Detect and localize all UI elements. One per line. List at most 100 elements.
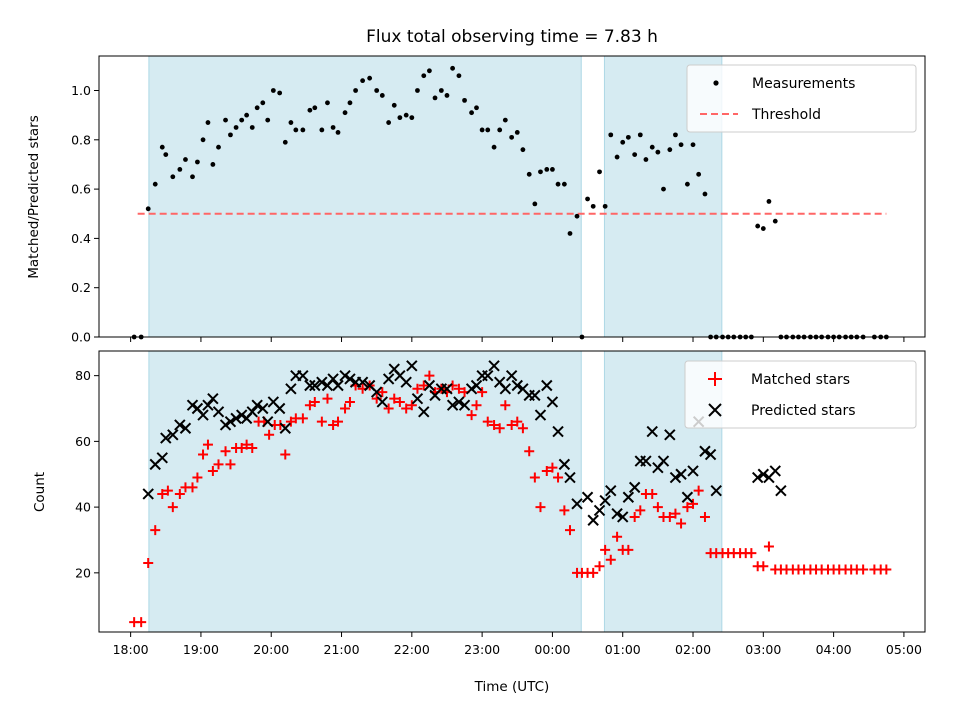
measurement-point xyxy=(200,137,206,143)
y-tick-label: 80 xyxy=(75,368,91,383)
predicted-star-point xyxy=(505,369,518,382)
predicted-star-point xyxy=(235,409,248,421)
y-tick-label: 0.4 xyxy=(71,231,91,246)
measurement-point xyxy=(432,95,438,101)
matched-star-point xyxy=(333,416,344,427)
measurement-point xyxy=(667,147,673,153)
predicted-star-point xyxy=(465,383,478,395)
matched-star-point xyxy=(482,416,493,427)
measurement-point xyxy=(360,78,366,84)
ratio-plot-frame xyxy=(98,55,926,338)
predicted-star-point xyxy=(546,396,559,408)
matched-star-point xyxy=(489,419,500,430)
matched-star-point xyxy=(547,462,558,473)
matched-star-point xyxy=(635,505,646,516)
predicted-star-point xyxy=(376,396,389,408)
x-tick-label: 05:00 xyxy=(886,642,922,657)
ratio-legend: Measurements Threshold xyxy=(686,64,917,133)
measurement-point xyxy=(223,117,228,123)
x-tick-label: 03:00 xyxy=(745,642,781,657)
y-tick-label: 60 xyxy=(75,434,91,449)
predicted-star-point xyxy=(587,514,599,526)
predicted-star-point xyxy=(202,399,214,411)
measurement-point xyxy=(145,206,151,212)
predicted-star-point xyxy=(441,383,453,395)
predicted-star-point xyxy=(593,504,606,517)
matched-star-point xyxy=(150,525,161,536)
predicted-star-point xyxy=(775,484,787,497)
matched-star-point xyxy=(600,544,611,555)
predicted-star-point xyxy=(482,369,494,382)
measurement-point xyxy=(462,97,467,103)
predicted-star-point xyxy=(704,448,717,461)
measurement-point xyxy=(544,166,550,172)
measurement-point xyxy=(643,157,649,162)
matched-star-point xyxy=(316,416,327,427)
predicted-star-point xyxy=(224,415,237,428)
ratio-y-label: Matched/Predicted stars xyxy=(26,115,42,278)
x-tick-label: 04:00 xyxy=(816,642,852,657)
y-tick-label: 0.6 xyxy=(71,182,91,197)
measurement-point xyxy=(538,169,543,175)
predicted-star-point xyxy=(285,383,297,395)
measurement-point xyxy=(277,90,283,96)
matched-star-point xyxy=(758,561,769,572)
matched-star-point xyxy=(174,488,185,499)
measurement-point xyxy=(614,154,620,160)
matched-star-point xyxy=(202,439,213,450)
measurement-point xyxy=(450,65,455,71)
legend-matched-marker xyxy=(708,372,722,386)
predicted-star-point xyxy=(617,511,629,523)
predicted-star-point xyxy=(219,419,232,431)
measurement-point xyxy=(379,93,385,98)
y-tick-label: 0.0 xyxy=(71,330,91,345)
measurement-point xyxy=(367,75,373,81)
measurement-point xyxy=(293,127,299,133)
measurement-point xyxy=(574,213,580,219)
x-tick-label: 19:00 xyxy=(183,642,219,657)
x-tick-label: 21:00 xyxy=(324,642,360,657)
measurement-point xyxy=(632,152,638,157)
measurement-point xyxy=(532,201,538,207)
x-tick-label: 00:00 xyxy=(534,642,570,657)
predicted-star-point xyxy=(207,392,219,405)
measurement-point xyxy=(312,105,318,111)
matched-star-point xyxy=(647,488,658,499)
predicted-star-point xyxy=(681,491,694,503)
measurement-point xyxy=(590,203,596,209)
predicted-star-point xyxy=(262,415,274,428)
measurement-point xyxy=(233,125,239,130)
predicted-star-point xyxy=(179,422,192,434)
predicted-star-point xyxy=(499,383,512,395)
measurement-point xyxy=(239,117,245,123)
matched-star-point xyxy=(389,393,400,404)
measurement-point xyxy=(514,130,520,135)
measurement-point xyxy=(469,110,474,116)
measurement-point xyxy=(661,186,666,192)
matched-star-point xyxy=(699,511,710,522)
measurement-point xyxy=(265,117,271,123)
matched-star-point xyxy=(162,485,173,496)
predicted-star-point xyxy=(174,419,186,431)
matched-star-point xyxy=(553,472,564,483)
matched-star-point xyxy=(676,518,687,529)
x-tick-label: 20:00 xyxy=(253,642,289,657)
predicted-star-point xyxy=(279,422,291,434)
predicted-star-point xyxy=(769,465,781,477)
predicted-star-point xyxy=(400,376,412,388)
measurement-point xyxy=(421,73,427,79)
matched-star-point xyxy=(418,380,429,391)
measurement-point xyxy=(216,144,221,150)
matched-star-point xyxy=(241,439,252,450)
measurement-point xyxy=(330,125,336,130)
predicted-star-point xyxy=(699,445,711,457)
predicted-star-point xyxy=(640,455,652,467)
predicted-star-point xyxy=(446,399,459,411)
predicted-star-point xyxy=(273,402,286,415)
measurement-point xyxy=(567,231,573,236)
matched-star-point xyxy=(858,564,869,575)
observing-window-band xyxy=(148,350,582,633)
matched-star-point xyxy=(529,472,540,483)
measurement-point xyxy=(228,132,233,138)
matched-star-point xyxy=(670,508,681,519)
